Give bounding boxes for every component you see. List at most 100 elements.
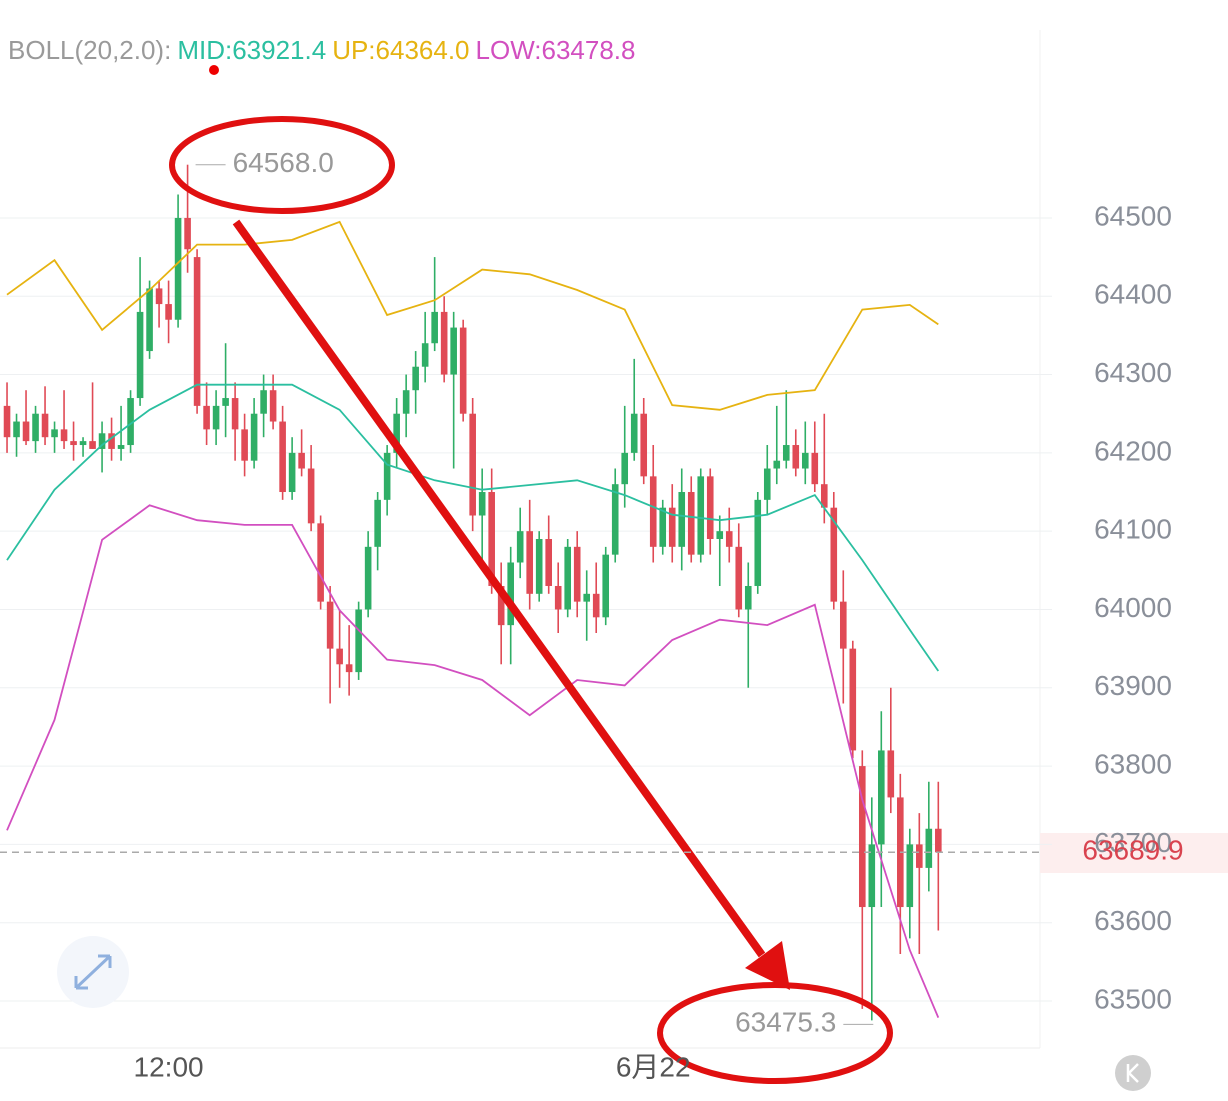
- annotation-ellipse: [657, 982, 893, 1084]
- candle-body: [60, 429, 68, 442]
- annotation-arrow: [232, 219, 766, 958]
- candle-body: [307, 468, 315, 524]
- band-line: [6, 220, 939, 411]
- candle-body: [269, 390, 277, 422]
- candle-body: [630, 413, 638, 453]
- candle-body: [393, 413, 400, 453]
- candle-body: [317, 523, 324, 602]
- y-tick-label: 63700: [1094, 827, 1172, 858]
- candle-body: [288, 452, 296, 493]
- candle-body: [706, 476, 714, 539]
- kline-icon: [1126, 1063, 1139, 1083]
- candle-body: [22, 421, 30, 442]
- candle-body: [868, 844, 876, 908]
- candle-body: [450, 327, 457, 375]
- candle-body: [41, 413, 49, 438]
- expand-icon: [74, 954, 112, 990]
- candle-body: [497, 585, 505, 626]
- candle-body: [535, 539, 543, 594]
- candle-body: [507, 562, 514, 626]
- price-axis-bg: [1040, 0, 1228, 1101]
- candle-body: [668, 507, 676, 547]
- candle-body: [830, 507, 838, 602]
- candle-body: [621, 452, 629, 485]
- candle-body: [716, 531, 724, 539]
- candle-body: [782, 445, 790, 461]
- candle-body: [203, 405, 210, 430]
- candle-body: [887, 750, 895, 798]
- candle-body: [564, 546, 572, 610]
- band-line: [6, 504, 940, 1018]
- y-tick-label: 64300: [1094, 357, 1172, 388]
- candle-body: [592, 593, 600, 618]
- candle-body: [412, 366, 419, 391]
- candle-body: [260, 390, 267, 414]
- kline-button[interactable]: [1115, 1055, 1151, 1091]
- candle-body: [279, 421, 286, 493]
- y-tick-label: 64400: [1094, 279, 1172, 310]
- candle-body: [374, 499, 381, 547]
- candle-body: [298, 452, 305, 469]
- last-price-label: 63689.9: [1082, 835, 1183, 866]
- candle-body: [878, 750, 885, 845]
- candle-body: [146, 288, 153, 352]
- band-line: [6, 383, 940, 672]
- candle-body: [678, 492, 686, 547]
- candle-body: [763, 468, 771, 500]
- low-label: 63475.3: [735, 1007, 836, 1038]
- candle-body: [459, 327, 467, 414]
- candle-body: [184, 217, 191, 250]
- y-tick-label: 64200: [1094, 435, 1172, 466]
- candle-body: [554, 585, 562, 610]
- candle-body: [250, 413, 258, 461]
- candle-body: [526, 531, 533, 594]
- legend-item: UP:64364.0: [332, 35, 469, 65]
- candle-body: [935, 828, 942, 853]
- candle-body: [355, 609, 362, 673]
- candle-body: [89, 441, 96, 449]
- candle-body: [174, 217, 182, 320]
- legend-item: BOLL(20,2.0):: [8, 35, 171, 65]
- candle-body: [326, 601, 334, 649]
- candle-body: [241, 429, 248, 461]
- candle-body: [98, 433, 106, 449]
- candle-body: [440, 311, 448, 375]
- candle-body: [79, 441, 87, 446]
- candle-body: [421, 343, 429, 367]
- candle-body: [573, 546, 581, 602]
- candle-body: [231, 398, 239, 430]
- candle-body: [516, 531, 524, 563]
- candle-body: [402, 390, 410, 414]
- y-tick-label: 63500: [1094, 983, 1172, 1014]
- y-tick-label: 64000: [1094, 592, 1172, 623]
- x-tick-label: 12:00: [134, 1051, 204, 1082]
- candle-body: [364, 546, 372, 610]
- candle-body: [155, 288, 163, 305]
- candle-body: [383, 452, 391, 500]
- candle-body: [212, 405, 220, 430]
- candle-body: [906, 844, 914, 908]
- candle-body: [136, 311, 144, 399]
- candle-body: [345, 664, 353, 673]
- candle-body: [469, 413, 476, 516]
- candle-body: [193, 257, 201, 406]
- last-price-bg: [1040, 833, 1228, 873]
- candle-body: [127, 398, 134, 446]
- candle-body: [754, 499, 762, 586]
- x-tick-label: 6月22: [616, 1051, 691, 1082]
- candle-body: [792, 445, 800, 469]
- candle-body: [51, 429, 58, 438]
- high-label: 64568.0: [233, 147, 334, 178]
- candle-body: [916, 844, 923, 868]
- candle-body: [773, 460, 781, 469]
- indicator-legend: BOLL(20,2.0): MID:63921.4 UP:64364.0 LOW:63…: [8, 35, 635, 65]
- candle-body: [697, 476, 705, 555]
- candle-body: [336, 648, 343, 665]
- candle-body: [649, 476, 657, 547]
- annotation-dot: [209, 65, 219, 75]
- candle-body: [583, 593, 591, 602]
- legend-item: MID:63921.4: [177, 35, 326, 65]
- arrow-head: [745, 941, 790, 990]
- candle-body: [839, 601, 847, 649]
